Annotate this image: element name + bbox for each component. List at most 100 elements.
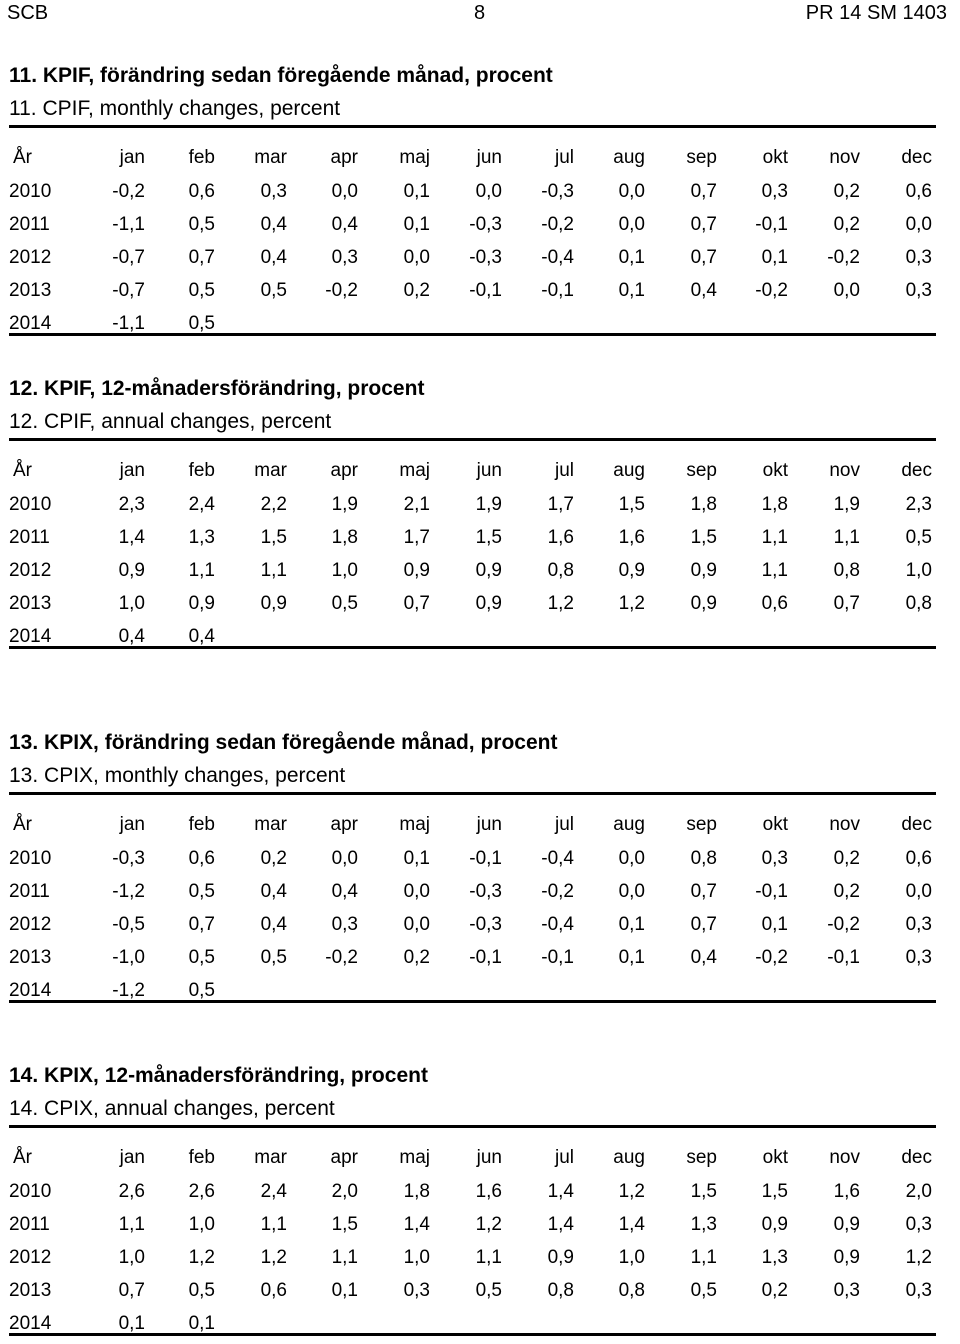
table-section: 13. KPIX, förändring sedan föregående må… bbox=[0, 731, 960, 1011]
column-header: År bbox=[13, 814, 32, 835]
column-header: dec bbox=[901, 814, 932, 835]
column-header: jun bbox=[476, 814, 502, 835]
row-year: 2011 bbox=[9, 214, 50, 235]
table-cell: 0,2 bbox=[833, 214, 860, 235]
table-cell: 0,1 bbox=[618, 280, 645, 301]
column-header: jan bbox=[119, 147, 145, 168]
table-cell: 0,9 bbox=[690, 560, 717, 581]
table-cell: 1,5 bbox=[618, 494, 645, 515]
table-cell: 1,9 bbox=[331, 494, 358, 515]
table-cell: 0,1 bbox=[761, 914, 788, 935]
table-cell: 0,5 bbox=[188, 313, 215, 334]
table-cell: -1,2 bbox=[112, 980, 145, 1001]
table-cell: 0,1 bbox=[618, 914, 645, 935]
column-header: maj bbox=[399, 814, 430, 835]
table-cell: -0,4 bbox=[541, 247, 574, 268]
table-cell: 1,0 bbox=[618, 1247, 645, 1268]
table-cell: 0,3 bbox=[905, 1214, 932, 1235]
table-row: 2014 -1,2 0,5 bbox=[0, 979, 960, 1003]
table-cell: 2,6 bbox=[118, 1181, 145, 1202]
table-cell: 2,2 bbox=[260, 494, 287, 515]
table-title-sv: 12. KPIF, 12-månadersförändring, procent bbox=[9, 377, 425, 400]
table-cell: -0,2 bbox=[541, 881, 574, 902]
table-cell: 1,5 bbox=[761, 1181, 788, 1202]
table-cell: -0,2 bbox=[827, 914, 860, 935]
row-year: 2012 bbox=[9, 1247, 52, 1268]
table-bottom-rule bbox=[9, 1000, 936, 1003]
table-cell: -0,4 bbox=[541, 914, 574, 935]
table-cell: 1,4 bbox=[618, 1214, 645, 1235]
table-cell: 0,0 bbox=[618, 214, 645, 235]
table-cell: -0,4 bbox=[541, 848, 574, 869]
table-cell: 1,2 bbox=[260, 1247, 287, 1268]
table-title-sv: 11. KPIF, förändring sedan föregående må… bbox=[9, 64, 553, 87]
column-header: maj bbox=[399, 1147, 430, 1168]
column-header: nov bbox=[829, 1147, 860, 1168]
table-cell: 0,6 bbox=[905, 848, 932, 869]
column-header: nov bbox=[829, 460, 860, 481]
row-year: 2013 bbox=[9, 947, 52, 968]
table-cell: 2,6 bbox=[188, 1181, 215, 1202]
table-cell: 2,1 bbox=[403, 494, 430, 515]
table-cell: 0,0 bbox=[618, 848, 645, 869]
table-cell: -1,0 bbox=[112, 947, 145, 968]
table-cell: 1,1 bbox=[260, 560, 287, 581]
table-cell: -1,1 bbox=[112, 313, 145, 334]
page-number: 8 bbox=[474, 2, 486, 24]
table-cell: 1,3 bbox=[188, 527, 215, 548]
table-cell: 0,7 bbox=[690, 247, 717, 268]
table-cell: 0,9 bbox=[618, 560, 645, 581]
table-cell: 1,2 bbox=[618, 1181, 645, 1202]
table-cell: 0,8 bbox=[618, 1280, 645, 1301]
table-cell: 0,4 bbox=[260, 247, 287, 268]
table-cell: 0,3 bbox=[905, 947, 932, 968]
table-cell: 0,7 bbox=[690, 914, 717, 935]
table-cell: 1,2 bbox=[188, 1247, 215, 1268]
table-cell: 0,3 bbox=[331, 247, 358, 268]
table-cell: 0,0 bbox=[618, 181, 645, 202]
table-cell: 0,2 bbox=[761, 1280, 788, 1301]
table-cell: 0,7 bbox=[188, 247, 215, 268]
table-cell: 0,7 bbox=[188, 914, 215, 935]
table-cell: 0,0 bbox=[403, 247, 430, 268]
table-cell: -0,2 bbox=[325, 280, 358, 301]
table-cell: 0,5 bbox=[188, 214, 215, 235]
table-cell: 0,3 bbox=[833, 1280, 860, 1301]
table-cell: 0,0 bbox=[475, 181, 502, 202]
table-cell: 0,9 bbox=[260, 593, 287, 614]
table-cell: 0,5 bbox=[188, 947, 215, 968]
table-cell: -0,2 bbox=[755, 280, 788, 301]
table-top-rule bbox=[9, 125, 936, 128]
header-right: PR 14 SM 1403 bbox=[805, 2, 947, 24]
table-bottom-rule bbox=[9, 1333, 936, 1336]
column-header: aug bbox=[613, 147, 645, 168]
table-top-rule bbox=[9, 792, 936, 795]
table-cell: 1,0 bbox=[331, 560, 358, 581]
table-cell: 2,4 bbox=[188, 494, 215, 515]
column-header: aug bbox=[613, 1147, 645, 1168]
row-year: 2013 bbox=[9, 280, 52, 301]
table-cell: 0,0 bbox=[403, 881, 430, 902]
table-cell: 1,1 bbox=[260, 1214, 287, 1235]
column-header: feb bbox=[188, 460, 215, 481]
table-cell: 0,9 bbox=[547, 1247, 574, 1268]
table-cell: -0,3 bbox=[469, 247, 502, 268]
table-row: 2012 -0,5 0,7 0,4 0,3 0,0 -0,3 -0,4 0,1 0,7 0,1 -0,… bbox=[0, 913, 960, 937]
table-top-rule bbox=[9, 1125, 936, 1128]
table-cell: 1,8 bbox=[403, 1181, 430, 1202]
table-cell: 2,3 bbox=[905, 494, 932, 515]
table-row: 2014 0,4 0,4 bbox=[0, 625, 960, 649]
table-cell: -0,3 bbox=[112, 848, 145, 869]
table-row: 2010 -0,2 0,6 0,3 0,0 0,1 0,0 -0,3 0,0 0,7 0,3 0,2 0… bbox=[0, 180, 960, 204]
column-header: dec bbox=[901, 1147, 932, 1168]
table-cell: 0,7 bbox=[690, 214, 717, 235]
row-year: 2012 bbox=[9, 914, 52, 935]
table-cell: -0,1 bbox=[469, 947, 502, 968]
table-cell: 1,1 bbox=[475, 1247, 502, 1268]
row-year: 2013 bbox=[9, 1280, 52, 1301]
table-cell: 0,0 bbox=[905, 881, 932, 902]
table-cell: 0,1 bbox=[188, 1313, 215, 1334]
table-title-sv: 14. KPIX, 12-månadersförändring, procent bbox=[9, 1064, 428, 1087]
row-year: 2010 bbox=[9, 848, 52, 869]
row-year: 2010 bbox=[9, 1181, 52, 1202]
